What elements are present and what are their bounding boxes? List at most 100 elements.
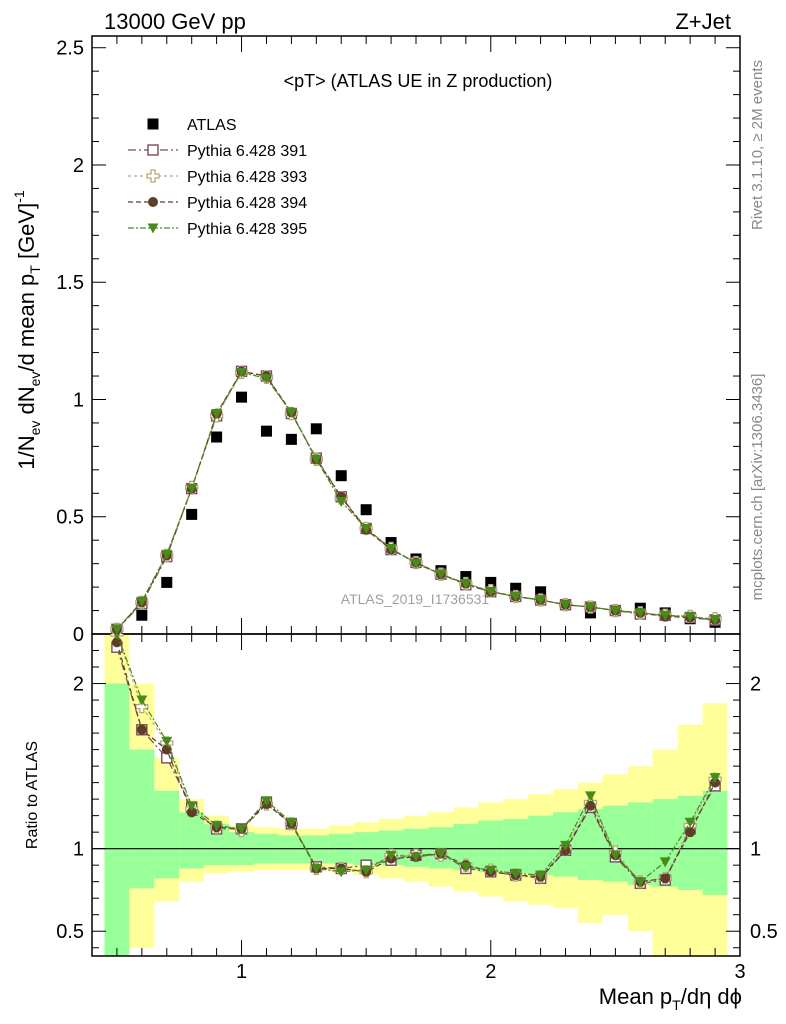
data-point-s395 <box>111 624 123 634</box>
data-point-atlas <box>535 586 547 598</box>
ratio-point-s394 <box>111 637 122 648</box>
data-point-atlas <box>335 470 347 482</box>
header-left-label: 13000 GeV pp <box>104 9 246 34</box>
ratio-point-s394 <box>660 873 671 884</box>
data-point-s395 <box>285 407 297 418</box>
data-point-s395 <box>310 454 322 465</box>
data-point-s395 <box>485 587 497 598</box>
legend: ATLAS Pythia 6.428 391 Pythia 6.428 393 Pyt… <box>128 117 307 238</box>
ratio-point-s394 <box>136 724 147 735</box>
data-point-s395 <box>161 549 173 560</box>
data-point-atlas <box>136 609 148 621</box>
legend-label: Pythia 6.428 395 <box>187 221 307 238</box>
band-inner-segment <box>278 835 304 864</box>
rivet-version-label: Rivet 3.1.10, ≥ 2M events <box>749 60 766 230</box>
ratio-point-s395 <box>460 862 472 873</box>
data-point-s395 <box>634 608 646 619</box>
band-inner-segment <box>702 790 728 895</box>
ratio-series-s395 <box>113 634 721 888</box>
main-y-tick-label: 2.5 <box>56 38 84 60</box>
ratio-point-s395 <box>609 850 621 861</box>
ratio-point-s395 <box>335 867 347 878</box>
legend-label: ATLAS <box>187 117 237 134</box>
legend-marker <box>146 169 160 183</box>
data-point-s395 <box>335 497 347 508</box>
band-inner-segment <box>478 820 504 872</box>
ratio-point-s395 <box>485 865 497 876</box>
data-point-s395 <box>211 409 223 420</box>
legend-label: Pythia 6.428 394 <box>187 195 307 212</box>
x-tick-label: 3 <box>734 961 745 983</box>
ratio-y-tick-label-right: 1 <box>750 839 761 861</box>
band-inner-segment <box>154 790 180 879</box>
band-inner-segment <box>428 827 454 869</box>
ratio-point-s395 <box>684 817 696 828</box>
legend-entry-atlas: ATLAS <box>147 117 237 134</box>
data-point-s395 <box>659 610 671 621</box>
ratio-point-s395 <box>260 796 272 807</box>
series-s395 <box>111 368 721 634</box>
data-point-atlas <box>360 504 372 516</box>
ratio-point-s395 <box>211 821 223 832</box>
data-point-s395 <box>260 373 272 384</box>
band-inner-segment <box>503 818 529 874</box>
ratio-point-s395 <box>584 791 596 802</box>
ratio-point-s395 <box>186 801 198 812</box>
ratio-point-s395 <box>310 863 322 874</box>
ratio-point-s393 <box>135 700 149 714</box>
legend-marker <box>147 223 159 234</box>
chart-title: <pT> (ATLAS UE in Z production) <box>284 71 553 91</box>
band-inner-segment <box>104 683 130 956</box>
data-point-s395 <box>684 611 696 622</box>
ratio-point-s395 <box>435 849 447 860</box>
legend-marker <box>147 144 159 156</box>
x-tick-label: 1 <box>236 961 247 983</box>
legend-marker <box>148 197 158 207</box>
legend-label: Pythia 6.428 393 <box>187 169 307 186</box>
svg-text:1/Nev dNev/d mean pT [GeV]-1: 1/Nev dNev/d mean pT [GeV]-1 <box>11 190 43 470</box>
data-point-s395 <box>584 602 596 613</box>
data-point-s395 <box>186 484 198 495</box>
data-point-s395 <box>360 523 372 534</box>
legend-entry-s391: Pythia 6.428 391 <box>128 143 307 160</box>
legend-label: Pythia 6.428 391 <box>187 143 307 160</box>
main-y-tick-label: 0.5 <box>56 507 84 529</box>
ratio-point-s395 <box>236 824 248 835</box>
mcplots-label: mcplots.cern.ch [arXiv:1306.3436] <box>749 374 766 601</box>
data-point-s395 <box>435 569 447 580</box>
ratio-point-s395 <box>285 817 297 828</box>
analysis-watermark: ATLAS_2019_I1736531 <box>341 591 490 607</box>
data-point-atlas <box>510 582 522 594</box>
uncertainty-bands <box>104 634 728 956</box>
ratio-point-s394 <box>186 807 197 818</box>
band-inner-segment <box>602 805 628 882</box>
ratio-point-s395 <box>136 695 148 706</box>
ratio-point-s395 <box>709 773 721 784</box>
ratio-y-tick-label: 2 <box>73 674 84 696</box>
data-point-s395 <box>236 368 248 379</box>
data-point-s395 <box>709 615 721 626</box>
ratio-y-tick-label: 0.5 <box>56 921 84 943</box>
main-y-tick-label: 0 <box>73 624 84 646</box>
ratio-point-s395 <box>113 634 120 640</box>
data-point-s395 <box>510 591 522 602</box>
main-y-axis-label: 1/Nev dNev/d mean pT [GeV]-1 <box>11 190 43 470</box>
ratio-y-tick-label-right: 0.5 <box>750 921 778 943</box>
ratio-y-axis-label: Ratio to ATLAS <box>24 741 41 849</box>
axis-ticks: 00.511.522.51 2 30.5 0.51 12 2 <box>56 36 778 983</box>
header-right-label: Z+Jet <box>675 9 731 34</box>
ratio-y-tick-label-right: 2 <box>750 674 761 696</box>
data-point-atlas <box>211 431 223 443</box>
data-point-atlas <box>460 571 472 583</box>
data-point-atlas <box>285 433 297 445</box>
ratio-point-s395 <box>161 736 173 747</box>
data-point-atlas <box>310 423 322 435</box>
ratio-point-s395 <box>634 877 646 888</box>
data-point-s395 <box>609 606 621 617</box>
data-point-atlas <box>236 391 248 403</box>
ratio-point-s395 <box>659 857 671 868</box>
ratio-point-s395 <box>535 870 547 881</box>
ratio-series <box>110 634 722 890</box>
ratio-point-s395 <box>410 852 422 863</box>
legend-entry-s395: Pythia 6.428 395 <box>128 221 307 238</box>
